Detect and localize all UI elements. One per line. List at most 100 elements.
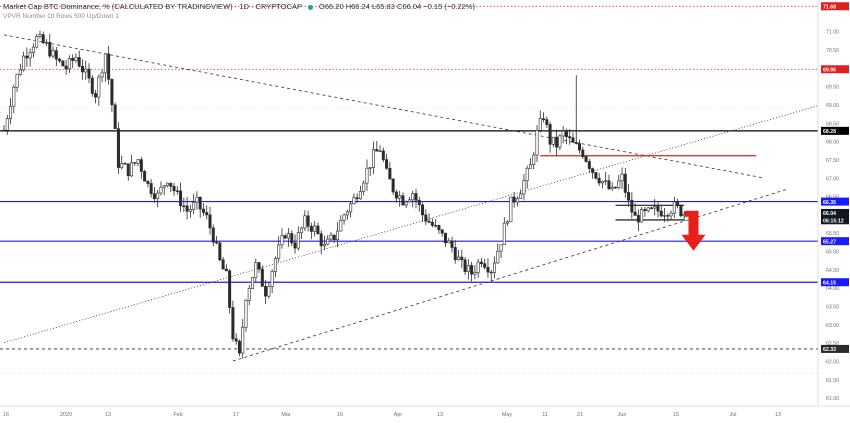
candle[interactable] — [123, 163, 127, 165]
candle[interactable] — [368, 167, 372, 169]
candle[interactable] — [512, 196, 516, 203]
candle[interactable] — [18, 69, 22, 75]
candle[interactable] — [551, 136, 555, 145]
candle[interactable] — [470, 265, 474, 275]
candle[interactable] — [67, 58, 71, 70]
candle[interactable] — [77, 57, 81, 67]
candle[interactable] — [94, 93, 98, 98]
candle[interactable] — [381, 150, 385, 160]
candle[interactable] — [283, 235, 287, 239]
candle[interactable] — [594, 172, 598, 179]
candle[interactable] — [561, 130, 565, 137]
candle[interactable] — [453, 247, 457, 261]
candle[interactable] — [2, 129, 6, 132]
candle[interactable] — [581, 149, 585, 157]
candle[interactable] — [404, 201, 408, 206]
candle[interactable] — [643, 209, 647, 212]
candle[interactable] — [31, 46, 35, 53]
candle[interactable] — [663, 215, 667, 217]
candle[interactable] — [195, 196, 199, 203]
candle[interactable] — [679, 205, 683, 217]
candle[interactable] — [385, 159, 389, 169]
candle[interactable] — [175, 190, 179, 192]
candle[interactable] — [564, 130, 568, 137]
candle[interactable] — [620, 173, 624, 182]
candle[interactable] — [90, 77, 94, 94]
candle[interactable] — [277, 244, 281, 259]
symbol-title[interactable]: Market Cap BTC Dominance, % (CALCULATED … — [3, 2, 302, 11]
candle[interactable] — [120, 163, 124, 168]
candle[interactable] — [617, 180, 621, 189]
candle[interactable] — [313, 225, 317, 232]
candle[interactable] — [172, 186, 176, 192]
candle[interactable] — [169, 182, 173, 187]
candle[interactable] — [64, 65, 68, 70]
candle[interactable] — [672, 201, 676, 214]
candle[interactable] — [25, 55, 29, 59]
candle[interactable] — [12, 86, 16, 107]
candle[interactable] — [251, 277, 255, 289]
candle[interactable] — [71, 58, 75, 61]
candle[interactable] — [201, 208, 205, 213]
candle[interactable] — [578, 143, 582, 151]
candle[interactable] — [319, 233, 323, 247]
candle[interactable] — [427, 220, 431, 223]
candle[interactable] — [345, 211, 349, 216]
candle[interactable] — [84, 68, 88, 73]
candle[interactable] — [636, 215, 640, 223]
candle[interactable] — [221, 259, 225, 270]
candle[interactable] — [571, 137, 575, 143]
candle[interactable] — [502, 222, 506, 246]
candle[interactable] — [244, 300, 248, 328]
candle[interactable] — [545, 119, 549, 125]
candle[interactable] — [51, 50, 55, 57]
candle[interactable] — [316, 225, 320, 235]
candle[interactable] — [103, 53, 107, 74]
candle[interactable] — [417, 199, 421, 206]
candle[interactable] — [466, 265, 470, 272]
candle[interactable] — [676, 201, 680, 206]
trendline-1[interactable] — [3, 100, 835, 344]
candle[interactable] — [22, 55, 26, 71]
candle[interactable] — [398, 195, 402, 199]
candle[interactable] — [130, 162, 134, 177]
candle[interactable] — [9, 105, 13, 120]
candle[interactable] — [152, 193, 156, 200]
candle[interactable] — [162, 185, 166, 188]
candle[interactable] — [401, 195, 405, 206]
candle[interactable] — [116, 128, 120, 168]
candle[interactable] — [309, 225, 313, 232]
candle[interactable] — [264, 286, 268, 297]
candle[interactable] — [623, 173, 627, 193]
candle[interactable] — [483, 263, 487, 268]
candle[interactable] — [407, 199, 411, 203]
candle[interactable] — [41, 34, 45, 44]
candle[interactable] — [372, 149, 376, 168]
candle[interactable] — [329, 234, 333, 240]
candle[interactable] — [139, 159, 143, 172]
candle[interactable] — [156, 192, 160, 200]
trendline-2[interactable] — [232, 188, 789, 362]
candle[interactable] — [254, 262, 258, 278]
candle[interactable] — [293, 242, 297, 249]
candle[interactable] — [522, 180, 526, 195]
candle[interactable] — [378, 150, 382, 152]
candle[interactable] — [54, 50, 58, 60]
candle[interactable] — [460, 256, 464, 261]
candle[interactable] — [61, 60, 65, 67]
candle[interactable] — [296, 232, 300, 249]
candle[interactable] — [604, 180, 608, 182]
candle[interactable] — [355, 197, 359, 200]
candle[interactable] — [414, 193, 418, 201]
candle[interactable] — [633, 211, 637, 216]
candle[interactable] — [107, 53, 111, 80]
candle[interactable] — [509, 196, 513, 223]
candle[interactable] — [525, 168, 529, 181]
candle[interactable] — [280, 235, 284, 246]
candle[interactable] — [473, 272, 477, 275]
candle[interactable] — [519, 193, 523, 199]
candle[interactable] — [146, 180, 150, 184]
candle[interactable] — [58, 58, 62, 62]
candle[interactable] — [231, 307, 235, 340]
